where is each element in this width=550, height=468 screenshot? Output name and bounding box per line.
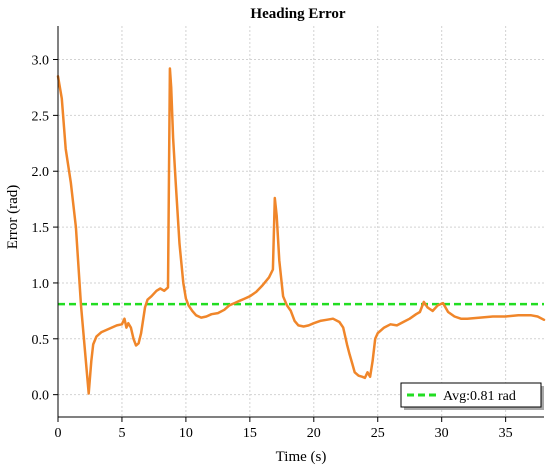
y-tick-label: 1.5	[32, 221, 50, 236]
x-tick-label: 30	[435, 426, 449, 441]
x-tick-label: 15	[243, 426, 257, 441]
y-tick-label: 2.0	[32, 165, 50, 180]
x-tick-label: 0	[55, 426, 62, 441]
legend: Avg:0.81 rad	[400, 382, 544, 410]
grid	[57, 26, 544, 417]
y-axis-ticks: 0.0 0.5 1.0 1.5 2.0 2.5 3.0	[32, 54, 58, 404]
y-tick-label: 0.5	[32, 333, 50, 348]
y-tick-label: 3.0	[32, 54, 50, 69]
x-tick-label: 5	[118, 426, 125, 441]
y-tick-label: 0.0	[32, 389, 50, 404]
x-axis-ticks: 0 5 10 15 20 25 30 35	[55, 417, 513, 441]
x-tick-label: 10	[179, 426, 193, 441]
axes	[57, 26, 544, 418]
chart-title: Heading Error	[250, 6, 345, 22]
legend-average-label: Avg:0.81 rad	[443, 389, 516, 404]
x-tick-label: 35	[499, 426, 513, 441]
x-tick-label: 25	[371, 426, 385, 441]
y-tick-label: 1.0	[32, 277, 50, 292]
x-tick-label: 20	[307, 426, 321, 441]
plot-area	[56, 67, 546, 395]
y-tick-label: 2.5	[32, 109, 50, 124]
y-axis-label: Error (rad)	[5, 185, 21, 250]
heading-error-line	[56, 67, 546, 395]
x-axis-label: Time (s)	[276, 449, 327, 465]
